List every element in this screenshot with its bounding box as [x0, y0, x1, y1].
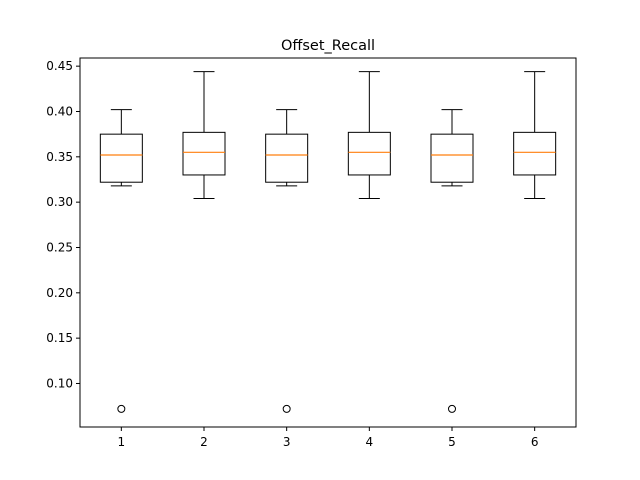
- box-iqr: [513, 131, 557, 176]
- y-tick-label: 0.45: [46, 59, 73, 73]
- box-iqr: [430, 133, 474, 183]
- outlier-point: [117, 404, 126, 413]
- box-group: [99, 109, 143, 413]
- outlier-point: [448, 404, 456, 413]
- box-group: [430, 109, 474, 413]
- x-tick-label: 3: [283, 435, 291, 449]
- y-tick-label: 0.20: [46, 286, 73, 300]
- box-group: [182, 71, 226, 200]
- chart-title: Offset_Recall: [281, 38, 375, 54]
- y-tick-label: 0.35: [46, 150, 73, 164]
- x-tick-label: 6: [531, 435, 539, 449]
- box-iqr: [265, 133, 309, 183]
- box-group: [265, 109, 309, 413]
- y-tick-label: 0.10: [46, 376, 73, 390]
- x-tick-label: 5: [448, 435, 456, 449]
- x-tick-label: 1: [118, 435, 126, 449]
- y-tick-label: 0.40: [46, 104, 73, 118]
- y-tick-label: 0.15: [46, 331, 73, 345]
- box-iqr: [182, 131, 226, 176]
- plot-area: 0.10 0.15 0.20 0.25 0.30 0.35 0.40 0.45 1 2 3 4 5 6: [46, 59, 557, 449]
- x-tick-label: 2: [200, 435, 208, 449]
- outlier-point: [282, 404, 291, 413]
- box-group: [347, 71, 391, 200]
- box-iqr: [99, 133, 143, 183]
- box-iqr: [347, 131, 391, 176]
- x-tick-label: 4: [366, 435, 374, 449]
- box-group: [513, 71, 557, 200]
- y-tick-label: 0.25: [46, 240, 73, 254]
- axes-frame: [79, 57, 577, 428]
- y-tick-label: 0.30: [46, 195, 73, 209]
